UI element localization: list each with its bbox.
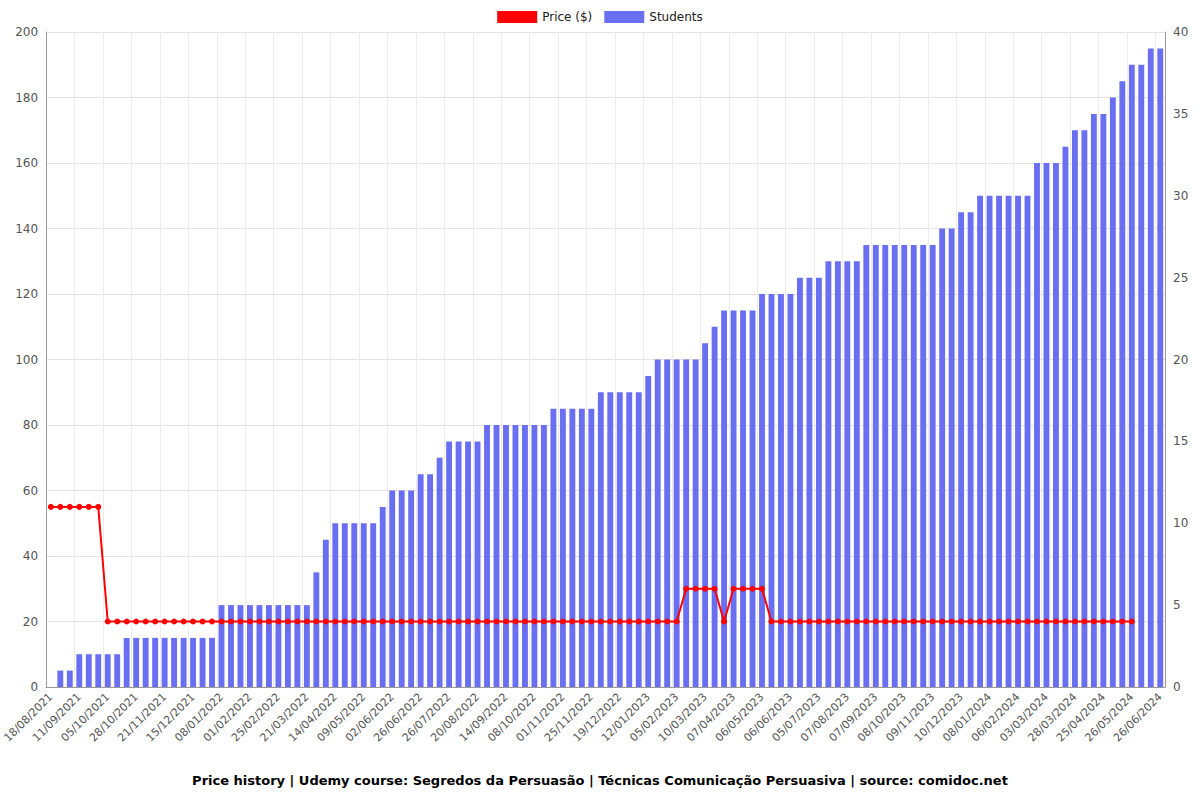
svg-text:08/10/2022: 08/10/2022: [485, 690, 539, 745]
svg-text:09/11/2023: 09/11/2023: [883, 690, 938, 745]
svg-text:06/02/2024: 06/02/2024: [968, 690, 1023, 745]
svg-text:05/10/2021: 05/10/2021: [58, 690, 113, 745]
svg-text:10/03/2023: 10/03/2023: [655, 690, 710, 745]
svg-text:21/11/2021: 21/11/2021: [115, 690, 170, 745]
svg-text:140: 140: [15, 222, 38, 236]
svg-text:06/06/2023: 06/06/2023: [741, 690, 795, 745]
svg-text:30: 30: [1173, 189, 1188, 203]
svg-text:15: 15: [1173, 434, 1188, 448]
svg-text:120: 120: [15, 287, 38, 301]
svg-text:21/03/2022: 21/03/2022: [257, 690, 312, 745]
svg-text:15/12/2021: 15/12/2021: [143, 690, 198, 745]
svg-text:10/12/2023: 10/12/2023: [911, 690, 966, 745]
svg-text:05/02/2023: 05/02/2023: [627, 690, 682, 745]
svg-text:07/08/2023: 07/08/2023: [798, 690, 852, 745]
svg-text:06/05/2023: 06/05/2023: [712, 690, 767, 745]
svg-text:Students: Students: [649, 10, 703, 24]
svg-text:25/11/2022: 25/11/2022: [542, 690, 596, 745]
svg-text:20/08/2022: 20/08/2022: [428, 690, 483, 745]
svg-text:5: 5: [1173, 598, 1181, 612]
svg-text:08/01/2024: 08/01/2024: [940, 690, 995, 745]
svg-text:35: 35: [1173, 107, 1188, 121]
svg-text:12/01/2023: 12/01/2023: [598, 690, 653, 745]
svg-text:20: 20: [23, 615, 38, 629]
svg-text:180: 180: [15, 91, 38, 105]
svg-text:10: 10: [1173, 516, 1188, 530]
svg-text:25/02/2022: 25/02/2022: [229, 690, 283, 745]
svg-text:26/06/2024: 26/06/2024: [1111, 690, 1165, 744]
svg-text:26/07/2022: 26/07/2022: [399, 690, 454, 745]
svg-text:25/04/2024: 25/04/2024: [1054, 690, 1108, 745]
svg-text:03/03/2024: 03/03/2024: [997, 690, 1052, 745]
svg-text:60: 60: [23, 484, 38, 498]
svg-text:07/09/2023: 07/09/2023: [826, 690, 881, 745]
svg-text:0: 0: [30, 680, 38, 694]
svg-text:Price ($): Price ($): [542, 10, 592, 24]
svg-text:26/06/2022: 26/06/2022: [371, 690, 426, 745]
svg-text:19/12/2022: 19/12/2022: [570, 690, 625, 745]
svg-text:25: 25: [1173, 271, 1188, 285]
svg-text:05/07/2023: 05/07/2023: [769, 690, 824, 745]
svg-text:07/04/2023: 07/04/2023: [684, 690, 739, 745]
svg-text:40: 40: [1173, 25, 1188, 39]
svg-text:0: 0: [1173, 680, 1181, 694]
svg-text:20: 20: [1173, 353, 1188, 367]
svg-text:40: 40: [23, 549, 38, 563]
svg-text:09/05/2022: 09/05/2022: [314, 690, 369, 745]
svg-text:28/10/2021: 28/10/2021: [86, 690, 141, 745]
svg-text:200: 200: [15, 25, 38, 39]
svg-text:08/10/2023: 08/10/2023: [854, 690, 909, 745]
svg-text:28/03/2024: 28/03/2024: [1025, 690, 1080, 745]
svg-text:01/11/2022: 01/11/2022: [513, 690, 568, 745]
svg-text:18/08/2021: 18/08/2021: [1, 690, 56, 745]
svg-text:80: 80: [23, 418, 38, 432]
svg-text:08/01/2022: 08/01/2022: [172, 690, 227, 745]
svg-text:14/09/2022: 14/09/2022: [456, 690, 511, 745]
svg-text:100: 100: [15, 353, 38, 367]
svg-text:11/09/2021: 11/09/2021: [29, 690, 84, 745]
svg-text:160: 160: [15, 156, 38, 170]
svg-text:01/02/2022: 01/02/2022: [200, 690, 255, 745]
svg-text:14/04/2022: 14/04/2022: [285, 690, 340, 745]
svg-text:02/06/2022: 02/06/2022: [342, 690, 397, 745]
svg-text:Price history | Udemy course:: Price history | Udemy course: Segredos d…: [192, 773, 1008, 788]
svg-text:26/05/2024: 26/05/2024: [1082, 690, 1137, 745]
